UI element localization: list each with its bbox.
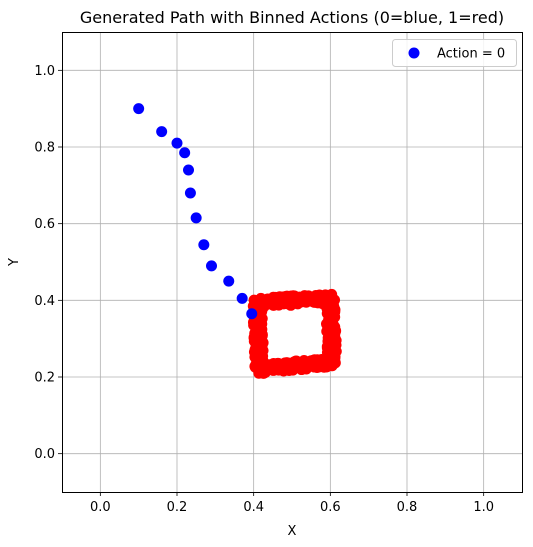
point-action-0 <box>190 212 202 224</box>
point-action-0 <box>183 164 194 176</box>
chart-title: Generated Path with Binned Actions (0=bl… <box>80 8 504 27</box>
point-action-0 <box>179 147 191 159</box>
data-points <box>133 103 342 379</box>
point-action-0 <box>171 137 183 149</box>
x-tick-label: 0.0 <box>90 500 111 515</box>
grid <box>62 32 522 492</box>
y-tick-label: 0.6 <box>34 217 55 232</box>
y-tick-label: 1.0 <box>34 64 55 79</box>
point-action-1 <box>257 345 269 357</box>
x-axis-ticks: 0.0 0.2 0.4 0.6 0.8 1.0 <box>90 492 494 515</box>
point-action-1 <box>255 301 267 313</box>
x-tick-label: 0.8 <box>397 500 418 515</box>
y-tick-label: 0.2 <box>34 371 55 386</box>
y-tick-label: 0.4 <box>34 294 55 309</box>
plot-frame <box>62 32 523 493</box>
legend-marker-action-0 <box>408 47 420 59</box>
x-tick-label: 0.4 <box>243 500 264 515</box>
x-tick-label: 0.2 <box>167 500 188 515</box>
legend: Action = 0 <box>392 39 517 67</box>
point-action-0 <box>223 275 235 287</box>
point-action-0 <box>198 239 210 251</box>
y-axis-ticks: 0.0 0.2 0.4 0.6 0.8 1.0 <box>34 64 62 462</box>
point-action-1 <box>300 363 312 375</box>
y-axis-label: Y <box>7 258 22 267</box>
x-tick-label: 0.6 <box>320 500 341 515</box>
x-axis-label: X <box>288 524 297 539</box>
legend-label-action-0: Action = 0 <box>437 47 505 62</box>
point-action-0 <box>184 187 196 199</box>
y-tick-label: 0.0 <box>34 447 55 462</box>
point-action-0 <box>133 103 145 115</box>
point-action-1 <box>279 357 291 369</box>
point-action-0 <box>246 308 258 320</box>
y-tick-label: 0.8 <box>34 141 55 156</box>
point-action-0 <box>206 260 217 272</box>
legend-box <box>392 39 517 67</box>
point-action-0 <box>236 292 248 304</box>
x-tick-label: 1.0 <box>473 500 494 515</box>
point-action-1 <box>289 291 301 303</box>
point-action-0 <box>156 126 168 138</box>
